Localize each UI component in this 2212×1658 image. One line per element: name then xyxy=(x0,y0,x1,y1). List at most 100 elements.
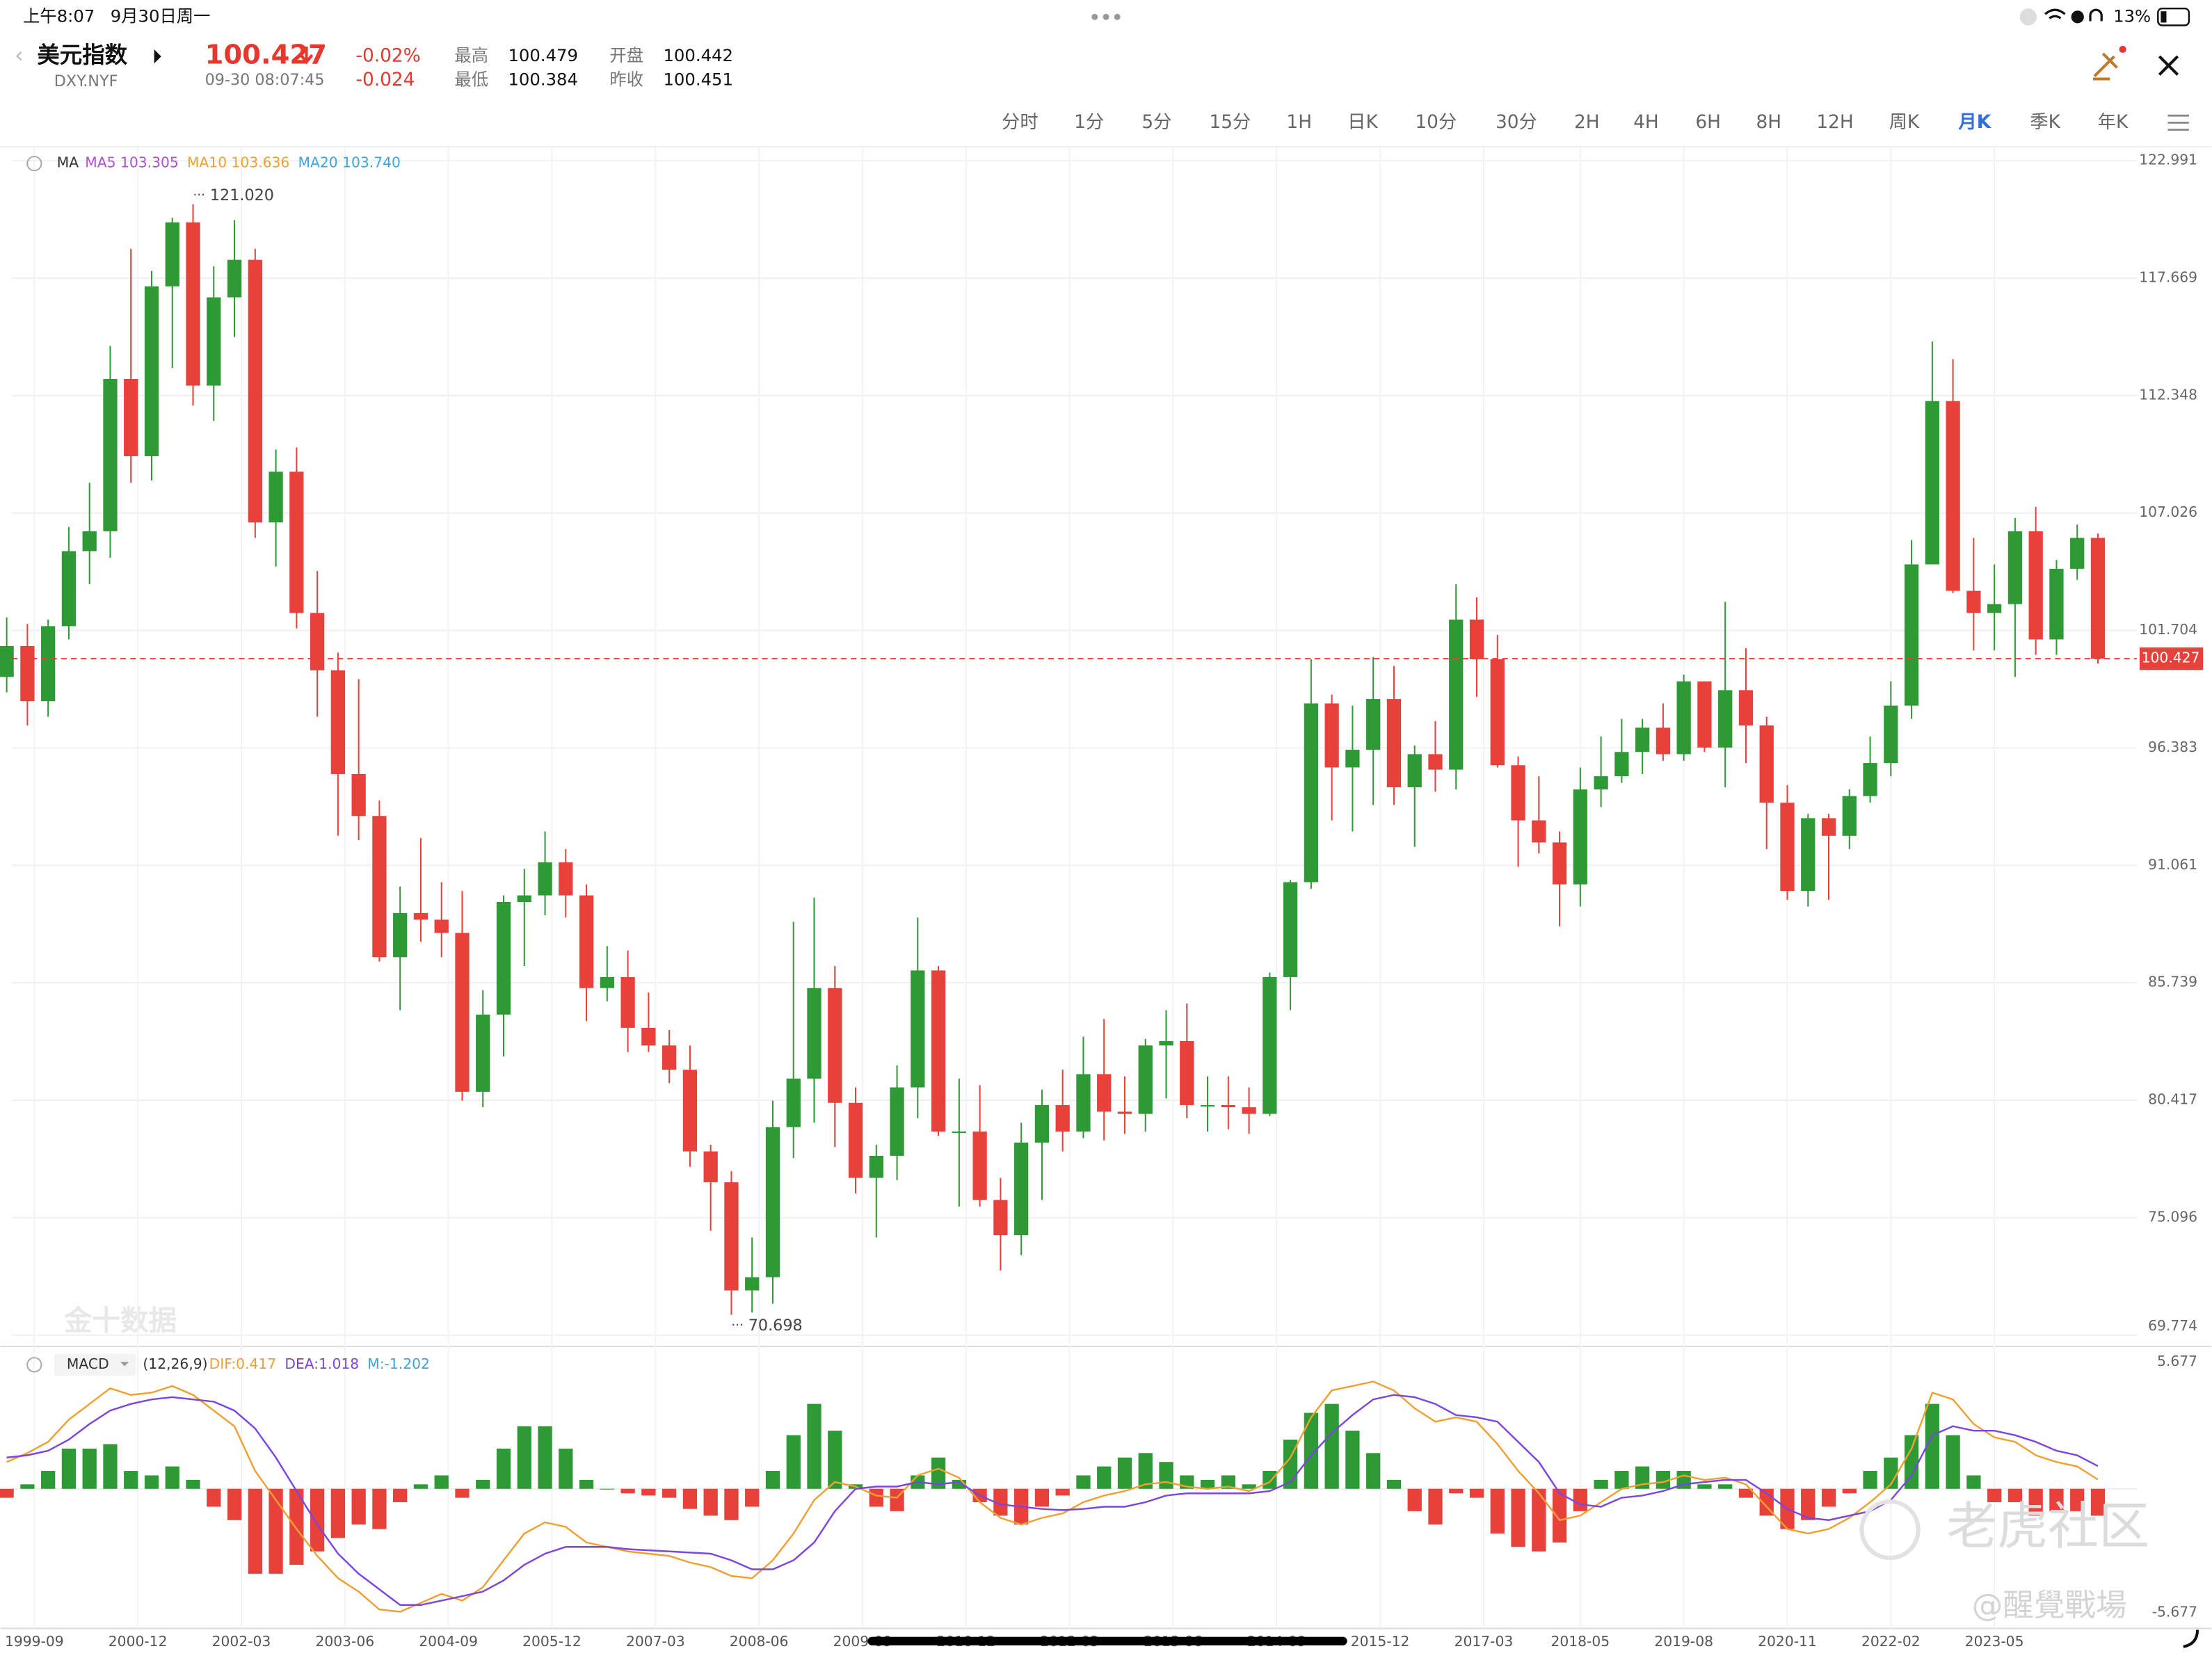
macd-histogram-bar xyxy=(765,1471,780,1489)
macd-histogram-bar xyxy=(2028,1488,2043,1516)
legend-icon[interactable] xyxy=(26,1357,42,1373)
timeframe-tab[interactable]: 4H xyxy=(1633,112,1659,133)
timeframe-tab[interactable]: 15分 xyxy=(1209,112,1251,133)
macd-histogram-bar xyxy=(620,1488,635,1494)
macd-histogram-bar xyxy=(413,1484,428,1489)
macd-histogram-bar xyxy=(124,1471,138,1489)
candle-body xyxy=(1966,590,1981,613)
indicator-selector[interactable] xyxy=(54,1353,136,1376)
selector-caret xyxy=(120,1362,129,1367)
candle-body xyxy=(559,862,573,896)
timeframe-tab[interactable]: 日K xyxy=(1347,112,1378,133)
min-annotation: 70.698 xyxy=(748,1317,803,1335)
timeframe-tab[interactable]: 年K xyxy=(2098,112,2129,133)
candle-body xyxy=(1987,604,2002,613)
macd-histogram-bar xyxy=(745,1488,760,1507)
macd-histogram-bar xyxy=(186,1479,200,1489)
quote-stats: 最高 100.479 最低 100.384 开盘 100.442 昨收 100.451 xyxy=(454,45,733,89)
macd-histogram-bar xyxy=(1304,1412,1319,1489)
timeframe-tab[interactable]: 季K xyxy=(2030,112,2060,133)
candle-body xyxy=(248,259,262,523)
watermark-logo xyxy=(1859,1499,1921,1561)
y-tick-label: 69.774 xyxy=(2148,1317,2197,1334)
candle-body xyxy=(1511,765,1525,821)
macd-histogram-bar xyxy=(1469,1488,1484,1498)
candle-body xyxy=(786,1078,801,1127)
candle-body xyxy=(1490,659,1505,766)
candle-body xyxy=(869,1155,883,1178)
macd-histogram-bar xyxy=(1263,1471,1277,1489)
candle-body xyxy=(620,976,635,1028)
macd-title[interactable]: MACD xyxy=(67,1355,109,1372)
ma-legend-title: MA xyxy=(57,154,79,171)
candle-body xyxy=(641,1027,656,1046)
candle-body xyxy=(1656,727,1671,755)
macd-line xyxy=(6,1394,2099,1606)
candle-body xyxy=(952,1132,966,1134)
candle-body xyxy=(765,1127,780,1278)
macd-histogram-bar xyxy=(1034,1488,1050,1507)
close-button[interactable] xyxy=(2158,55,2179,76)
candle-body xyxy=(1304,703,1319,883)
timeframe-tab[interactable]: 月K xyxy=(1957,112,1991,133)
timeframe-tab[interactable]: 1H xyxy=(1286,112,1312,133)
macd-histogram-bar xyxy=(993,1488,1008,1516)
last-price: 100.427 xyxy=(205,40,327,71)
last-price-label: 100.427 xyxy=(2142,650,2200,666)
y-tick-label: 85.739 xyxy=(2148,974,2197,990)
macd-histogram-bar xyxy=(828,1431,842,1489)
toolbar-icons xyxy=(2093,45,2179,81)
macd-histogram-bar xyxy=(330,1488,346,1538)
candle-body xyxy=(1428,754,1443,770)
ma-legend-entry: MA20 103.740 xyxy=(298,154,401,171)
candle-body xyxy=(82,531,97,552)
x-tick-label: 2017-03 xyxy=(1454,1633,1514,1650)
status-time: 上午8:07 xyxy=(23,6,95,26)
macd-histogram-bar xyxy=(1324,1403,1339,1489)
stat-label: 开盘 xyxy=(609,45,643,65)
corner-handle xyxy=(2183,1629,2199,1648)
stat-value: 100.479 xyxy=(508,45,578,65)
macd-histogram-bar xyxy=(1221,1475,1235,1489)
timeframe-tab[interactable]: 8H xyxy=(1756,112,1782,133)
candle-body xyxy=(1407,754,1422,787)
macd-histogram-bar xyxy=(682,1488,698,1509)
candle-body xyxy=(372,816,387,958)
macd-histogram-bar xyxy=(600,1488,614,1490)
timeframe-tab[interactable]: 周K xyxy=(1889,112,1920,133)
candle-body xyxy=(496,902,511,1015)
timeframe-tab[interactable]: 12H xyxy=(1816,112,1853,133)
candle-body xyxy=(1594,776,1608,790)
down-arrow xyxy=(299,46,314,65)
timeframe-tab[interactable]: 5分 xyxy=(1141,112,1171,133)
instrument-name[interactable]: 美元指数 xyxy=(37,42,127,68)
back-chevron[interactable]: ‹ xyxy=(15,42,24,68)
candle-body xyxy=(848,1102,863,1178)
legend-icon[interactable] xyxy=(26,156,42,172)
candle-body xyxy=(1925,401,1939,565)
macd-histogram-bar xyxy=(393,1488,408,1503)
candle-body xyxy=(1221,1104,1235,1108)
timeframe-tab[interactable]: 30分 xyxy=(1496,112,1537,133)
macd-histogram-bar xyxy=(579,1479,594,1489)
y-tick-label: 101.704 xyxy=(2139,621,2197,638)
candle-body xyxy=(600,976,614,988)
candle-body xyxy=(1697,681,1712,748)
timeframe-tab[interactable]: 1分 xyxy=(1074,112,1104,133)
timeframe-tab[interactable]: 6H xyxy=(1695,112,1721,133)
timeframe-tab[interactable]: 分时 xyxy=(1002,112,1039,133)
candle-body xyxy=(517,895,531,903)
name-arrow[interactable] xyxy=(154,49,161,64)
timeframe-tab[interactable]: 2H xyxy=(1574,112,1600,133)
menu-button[interactable] xyxy=(2167,114,2189,131)
min-leader: ··· xyxy=(731,1319,743,1333)
macd-histogram-bar xyxy=(1614,1471,1629,1489)
x-tick-label: 2005-12 xyxy=(522,1633,582,1650)
candle-body xyxy=(1386,699,1402,787)
macd-histogram-bar xyxy=(641,1488,656,1496)
macd-line xyxy=(6,1381,2099,1613)
timeframe-tab[interactable]: 10分 xyxy=(1415,112,1457,133)
macd-histogram-bar xyxy=(1076,1475,1091,1489)
tool-icon[interactable] xyxy=(2093,52,2118,81)
